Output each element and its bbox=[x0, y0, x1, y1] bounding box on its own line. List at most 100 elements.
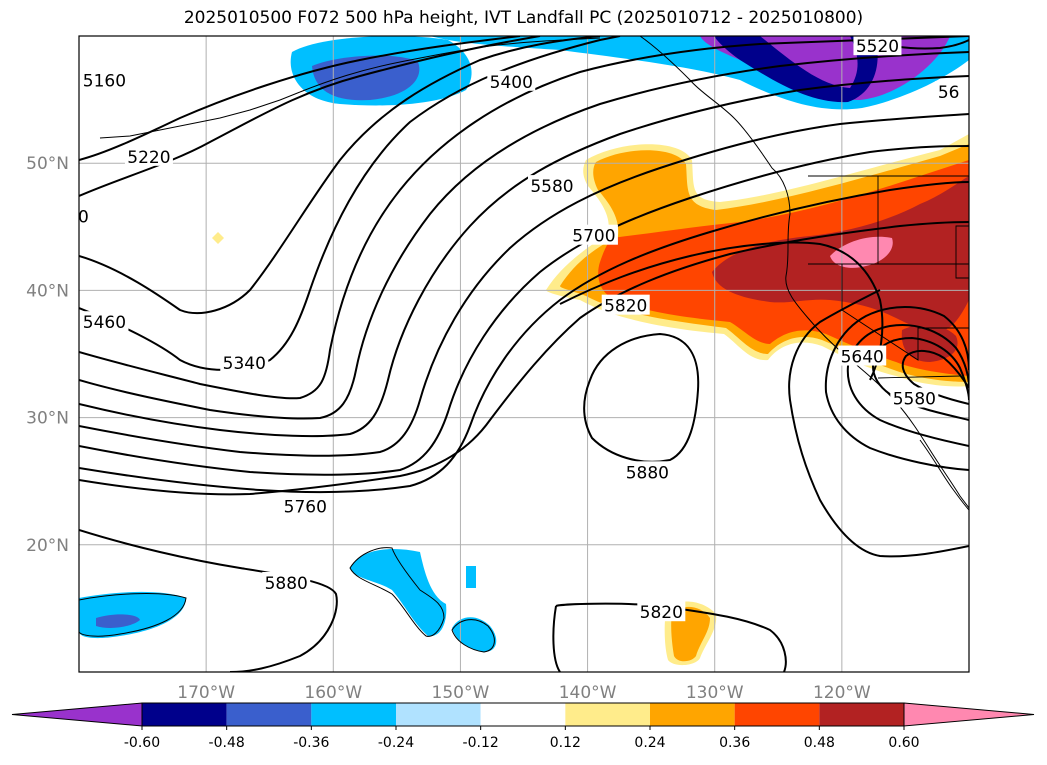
colorbar-tick-label: -0.12 bbox=[463, 735, 499, 751]
colorbar-tick-label: 0.24 bbox=[634, 735, 665, 751]
ivt-positive-region-pink bbox=[830, 236, 893, 268]
contour-5640 bbox=[79, 145, 969, 476]
contour-label-background bbox=[623, 461, 672, 482]
colorbar-swatch bbox=[650, 703, 735, 726]
contour-5280 bbox=[79, 36, 601, 315]
contour-5520 bbox=[79, 75, 969, 438]
colorbar-tick-label: 0.48 bbox=[804, 735, 835, 751]
contour-label-background bbox=[220, 351, 269, 372]
contour-label-background bbox=[569, 224, 618, 245]
contour-label: 5760 bbox=[281, 495, 330, 518]
contour-east-ridge bbox=[788, 289, 969, 558]
coastline-southwest-blob bbox=[79, 593, 187, 637]
state-borders bbox=[808, 175, 969, 379]
contour-5220 bbox=[79, 36, 541, 197]
contour-label: 5400 bbox=[487, 70, 536, 93]
lon-tick-label: 120°W bbox=[813, 683, 871, 703]
colorbar-swatch bbox=[311, 703, 396, 726]
contour-label-background bbox=[80, 69, 129, 90]
contour-label-background bbox=[124, 145, 173, 166]
contour-label-text: 5160 bbox=[83, 72, 126, 92]
contour-label-background bbox=[838, 345, 887, 366]
border-california-nevada bbox=[841, 264, 969, 361]
contour-label-text: 5460 bbox=[83, 313, 126, 333]
map-frame bbox=[78, 35, 970, 673]
coastline-hawaii-small bbox=[451, 619, 495, 653]
contour-east-cutoff-2 bbox=[846, 324, 969, 447]
contour-label-text: 5340 bbox=[223, 354, 266, 374]
ivt-negative-region-hawaii-1 bbox=[350, 549, 447, 637]
colorbar-swatch bbox=[226, 703, 312, 726]
border-utah-fragment bbox=[955, 225, 969, 279]
contour-label-background bbox=[637, 601, 686, 622]
border-us-mexico bbox=[877, 375, 961, 379]
contour-label: 5520 bbox=[853, 36, 902, 57]
contour-5880-center bbox=[583, 332, 700, 463]
contour-east-cutoff-1 bbox=[824, 306, 969, 471]
latitude-labels: 50°N 40°N 30°N 20°N bbox=[26, 154, 69, 556]
contour-label: 5820 bbox=[601, 294, 650, 317]
contour-label: 5160 bbox=[80, 69, 129, 92]
coastline-mexico-southwest bbox=[919, 439, 969, 511]
contour-label-text: 5580 bbox=[893, 390, 936, 410]
contour-label: 5820 bbox=[637, 601, 686, 623]
ivt-shading bbox=[79, 36, 969, 666]
contour-label-text: 5580 bbox=[530, 177, 573, 197]
colorbar-tick-label: -0.24 bbox=[378, 735, 414, 751]
contour-label-background bbox=[487, 70, 536, 91]
colorbar-swatch bbox=[480, 703, 566, 726]
contour-label-text: 5640 bbox=[841, 348, 884, 368]
colorbar-tick-label: 0.36 bbox=[719, 735, 750, 751]
contour-label-text: 5400 bbox=[490, 73, 533, 93]
lat-tick-label: 40°N bbox=[26, 281, 69, 301]
contour-label: 5880 bbox=[623, 461, 672, 483]
contour-label: 280 bbox=[79, 205, 92, 228]
contour-label-text: 5880 bbox=[265, 574, 308, 594]
contour-label-text: 5760 bbox=[284, 498, 327, 518]
coastlines bbox=[79, 36, 969, 653]
contour-label: 5220 bbox=[124, 145, 173, 168]
coastline-aleutians bbox=[99, 91, 301, 139]
lon-tick-label: 130°W bbox=[686, 683, 744, 703]
ivt-negative-region-hawaii-3 bbox=[466, 566, 476, 588]
colorbar-swatch bbox=[565, 703, 650, 726]
ivt-positive-region-speck bbox=[212, 232, 224, 244]
lat-tick-label: 20°N bbox=[26, 536, 69, 556]
contour-label-background bbox=[80, 311, 129, 332]
colorbar-swatch bbox=[734, 703, 820, 726]
contour-label: 5700 bbox=[569, 224, 618, 247]
contour-label-text: 5520 bbox=[856, 37, 899, 57]
lon-tick-label: 140°W bbox=[559, 683, 617, 703]
longitude-labels: 170°W 160°W 150°W 140°W 130°W 120°W bbox=[177, 683, 871, 703]
contour-label-text: 56 bbox=[938, 83, 960, 103]
colorbar-tick-label: -0.48 bbox=[209, 735, 245, 751]
colorbar-tick-label: -0.36 bbox=[293, 735, 329, 751]
colorbar bbox=[11, 702, 1035, 727]
contour-label-text: 5820 bbox=[604, 297, 647, 317]
contour-5160 bbox=[79, 36, 521, 161]
contour-label-background bbox=[853, 36, 902, 56]
colorbar-labels: -0.60 -0.48 -0.36 -0.24 -0.12 0.12 0.24 0.36 0.4… bbox=[124, 726, 920, 751]
contour-labels: 5160 5220 280 5460 5340 5400 5580 5700 5820 5880 5… bbox=[79, 36, 963, 623]
contour-label-background bbox=[262, 571, 311, 592]
contour-label-background bbox=[935, 80, 963, 101]
ivt-negative-region-hawaii-2 bbox=[452, 617, 497, 652]
lon-tick-label: 150°W bbox=[432, 683, 490, 703]
contour-label: 56 bbox=[935, 80, 963, 103]
contour-label: 5580 bbox=[890, 387, 939, 410]
colorbar-tick-label: -0.60 bbox=[124, 735, 160, 751]
contour-5820-south-left bbox=[552, 605, 561, 672]
colorbar-extend-high bbox=[903, 702, 1035, 727]
coastline-alaska-south bbox=[299, 37, 601, 93]
contour-label-background bbox=[79, 205, 92, 226]
colorbar-swatch bbox=[142, 703, 227, 726]
colorbar-tick-label: 0.60 bbox=[888, 735, 919, 751]
coastline-hawaii-big bbox=[349, 547, 445, 637]
colorbar-extend-low bbox=[11, 702, 143, 727]
contour-label-background bbox=[890, 387, 939, 408]
contour-label: 5580 bbox=[527, 175, 576, 197]
contour-5760 bbox=[79, 221, 969, 496]
ivt-negative-region-gulf-alaska-navy bbox=[714, 36, 878, 103]
lat-tick-label: 30°N bbox=[26, 409, 69, 429]
